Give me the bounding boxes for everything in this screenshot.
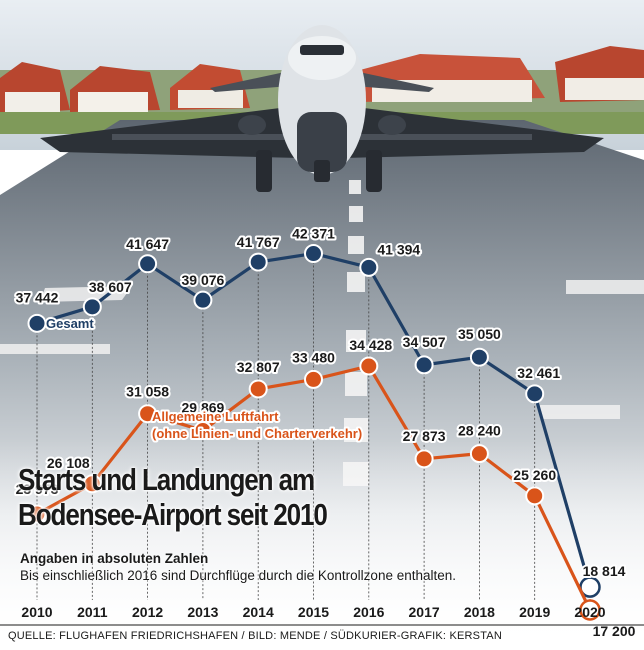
point-2013 [193, 421, 213, 441]
point-2013 [193, 290, 213, 310]
x-tick-2020: 2020 [574, 604, 605, 620]
point-2017 [414, 449, 434, 469]
point-2010 [27, 313, 47, 333]
x-tick-2019: 2019 [519, 604, 550, 620]
data-label-2014: 32 807 [237, 359, 280, 375]
point-2015 [304, 369, 323, 389]
point-2019 [525, 486, 545, 506]
point-2010 [27, 504, 47, 524]
x-tick-2011: 2011 [77, 604, 108, 620]
series-allgemeine-luftfahrt: 23 973 26 108 31 058 29 869 32 807 33 480 34 4… [14, 335, 638, 641]
data-label-2011: 26 108 [47, 455, 90, 471]
x-tick-2012: 2012 [132, 604, 163, 620]
chart-subtitle: Angaben in absoluten Zahlen [20, 551, 209, 566]
x-tick-2017: 2017 [409, 604, 440, 620]
legend: Gesamt Allgemeine Luftfahrt (ohne Linien- … [44, 314, 364, 443]
x-tick-2015: 2015 [298, 604, 329, 620]
point-2012 [138, 404, 158, 424]
data-label-2013: 29 869 [181, 400, 224, 416]
data-label-2019: 32 461 [517, 365, 560, 381]
data-label-2015: 42 371 [292, 226, 335, 242]
chart-note: Bis einschließlich 2016 sind Durchflüge … [20, 568, 457, 583]
point-2019 [525, 384, 545, 404]
data-label-2012: 31 058 [126, 384, 169, 400]
point-2011 [82, 474, 102, 494]
source-credit: QUELLE: FLUGHAFEN FRIEDRICHSHAFEN / BILD… [8, 630, 502, 642]
airplane-illustration [40, 25, 604, 192]
data-label-2015: 33 480 [292, 349, 335, 365]
x-tick-2010: 2010 [21, 604, 52, 620]
point-2012 [138, 254, 158, 274]
data-label-2011: 38 607 [89, 279, 132, 295]
point-2018 [469, 444, 489, 464]
point-2018 [469, 347, 489, 367]
legend-gesamt: Gesamt [46, 316, 94, 331]
data-label-2018: 28 240 [458, 423, 501, 439]
data-label-2012: 41 647 [126, 236, 169, 252]
point-2016 [359, 257, 379, 277]
year-connectors [36, 253, 591, 600]
x-tick-2018: 2018 [464, 604, 495, 620]
series-gesamt: 37 442 38 607 41 647 39 076 41 767 42 371 41 3… [14, 224, 628, 598]
data-label-2017: 27 873 [403, 428, 446, 444]
point-2017 [414, 355, 434, 375]
x-axis: 2010 2011 2012 2013 2014 2015 2016 2017 2018 2019… [0, 604, 644, 626]
data-label-2013: 39 076 [181, 272, 224, 288]
x-tick-2016: 2016 [353, 604, 384, 620]
data-label-2020: 17 200 [593, 623, 636, 639]
data-label-2020: 18 814 [583, 563, 626, 579]
series-layer: 37 442 38 607 41 647 39 076 41 767 42 371 41 3… [14, 224, 638, 641]
data-label-2016: 41 394 [377, 241, 420, 257]
chart-title: Starts und Landungen am Bodensee-Airport… [18, 462, 328, 532]
point-2016 [359, 356, 379, 376]
data-label-2010: 37 442 [16, 289, 59, 305]
point-2020 [579, 599, 601, 621]
x-tick-2013: 2013 [187, 604, 218, 620]
point-2014 [248, 252, 268, 272]
point-2014 [248, 379, 268, 399]
runway-markings [0, 280, 644, 419]
data-label-2014: 41 767 [237, 234, 280, 250]
data-label-2018: 35 050 [458, 326, 501, 342]
point-2015 [304, 244, 323, 264]
data-label-2017: 34 507 [403, 334, 446, 350]
data-label-2019: 25 260 [513, 467, 556, 483]
data-label-2010: 23 973 [16, 481, 59, 497]
legend-allgemeine-luftfahrt-line-1: Allgemeine Luftfahrt [152, 409, 279, 424]
point-2011 [82, 297, 102, 317]
data-label-2016: 34 428 [349, 337, 392, 353]
legend-allgemeine-luftfahrt-line-2: (ohne Linien- und Charterverkehr) [152, 426, 362, 441]
x-tick-2014: 2014 [243, 604, 274, 620]
